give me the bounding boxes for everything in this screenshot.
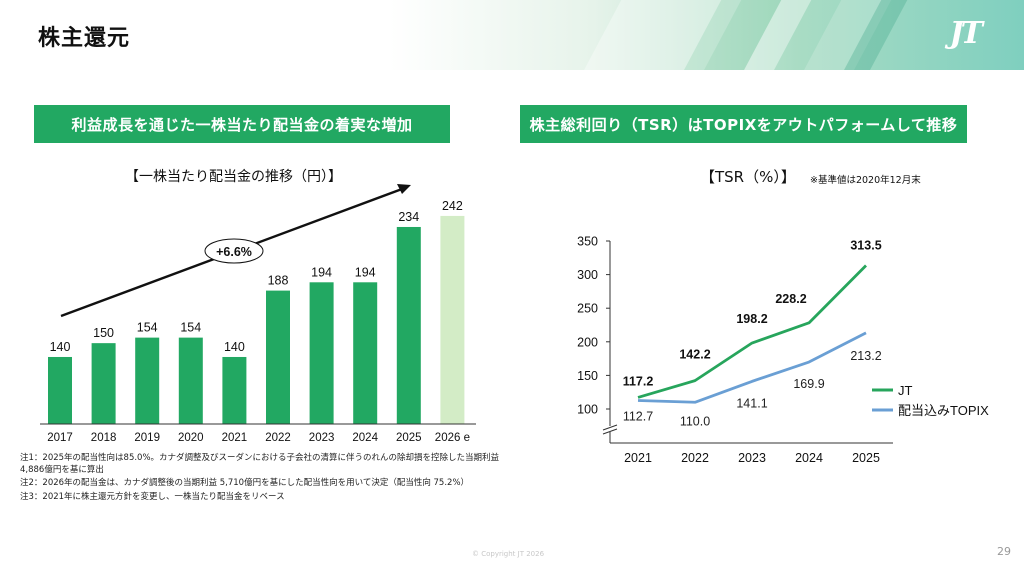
axis-break-mark — [602, 424, 618, 431]
bar-category-label: 2022 — [265, 432, 291, 444]
legend-jt-label: JT — [898, 383, 913, 398]
bar-2018 — [91, 343, 116, 424]
bar-2025 — [396, 226, 421, 424]
page-number: 29 — [997, 545, 1011, 558]
left-banner: 利益成長を通じた一株当たり配当金の着実な増加 — [34, 105, 450, 143]
y-tick-label: 250 — [577, 302, 598, 316]
bar-category-label: 2021 — [222, 432, 248, 444]
tsr-base-note: ※基準値は2020年12月末 — [810, 175, 921, 186]
x-tick-label: 2024 — [795, 451, 823, 465]
jt-data-label: 117.2 — [623, 374, 654, 388]
bar-category-label: 2020 — [178, 432, 204, 444]
bar-2019 — [135, 337, 160, 424]
jt-logo: JT — [949, 16, 982, 51]
y-tick-label: 200 — [577, 335, 598, 349]
footnote-3: 注3：2021年に株主還元方針を変更し、一株当たり配当金をリベース — [20, 491, 285, 502]
jt-data-label: 313.5 — [850, 239, 881, 253]
topix-data-label: 213.2 — [850, 349, 881, 363]
bar-category-label: 2023 — [309, 432, 335, 444]
bar-value-label: 140 — [50, 340, 71, 354]
bar-category-label: 2024 — [352, 432, 378, 444]
x-tick-label: 2025 — [852, 451, 880, 465]
topix-data-label: 112.7 — [623, 409, 653, 423]
bar-2017 — [48, 356, 72, 424]
footnote-2: 注2：2026年の配当金は、カナダ調整後の当期利益 5,710億円を基にした配当… — [20, 478, 470, 488]
topix-data-label: 169.9 — [793, 377, 824, 391]
bar-value-label: 188 — [268, 274, 289, 288]
bar-category-label: 2019 — [134, 432, 160, 444]
bar-value-label: 140 — [224, 340, 245, 354]
bar-category-label: 2025 — [396, 432, 422, 444]
slide-header: 株主還元 JT — [0, 0, 1024, 70]
bar-2020 — [178, 337, 203, 424]
bar-category-label: 2026 e — [435, 432, 470, 444]
jt-data-label: 142.2 — [679, 348, 710, 362]
growth-ellipse — [204, 238, 264, 264]
bar-2023 — [309, 282, 334, 424]
x-tick-label: 2021 — [624, 451, 652, 465]
topix-data-label: 110.0 — [680, 414, 710, 428]
x-tick-label: 2023 — [738, 451, 766, 465]
growth-arrow-head — [397, 184, 411, 194]
right-banner: 株主総利回り（TSR）はTOPIXをアウトパフォームして推移 — [520, 105, 967, 143]
bar-value-label: 154 — [180, 321, 201, 335]
dividend-chart-title: 【一株当たり配当金の推移（円）】 — [125, 169, 342, 185]
bar-category-label: 2017 — [47, 432, 73, 444]
y-tick-label: 100 — [577, 403, 598, 417]
topix-line — [637, 331, 867, 404]
bar-value-label: 194 — [311, 265, 332, 279]
jt-line — [637, 264, 867, 399]
bar-2021 — [222, 356, 247, 424]
x-tick-label: 2022 — [681, 451, 709, 465]
axis-break-mark — [602, 428, 618, 435]
bar-2026e — [440, 215, 465, 424]
bar-value-label: 150 — [93, 326, 114, 340]
y-tick-label: 350 — [577, 235, 598, 249]
footnotes: 注1：2025年の配当性向は85.0%。カナダ調整及びスーダンにおける子会社の清… — [20, 453, 510, 505]
topix-data-label: 141.1 — [736, 396, 767, 410]
bar-category-label: 2018 — [91, 432, 117, 444]
copyright: © Copyright JT 2026 — [472, 550, 545, 558]
jt-data-label: 198.2 — [736, 312, 767, 326]
footnote-1: 注1：2025年の配当性向は85.0%。カナダ調整及びスーダンにおける子会社の清… — [20, 453, 500, 475]
growth-label: +6.6% — [216, 245, 252, 259]
jt-data-label: 228.2 — [775, 292, 806, 306]
page-title: 株主還元 — [38, 26, 131, 51]
bar-value-label: 154 — [137, 321, 158, 335]
bar-2022 — [266, 290, 290, 424]
tsr-chart-title: 【TSR（%）】 — [700, 168, 796, 186]
bar-value-label: 194 — [355, 265, 376, 279]
y-tick-label: 150 — [577, 369, 598, 383]
bar-value-label: 234 — [398, 210, 419, 224]
bar-value-label: 242 — [442, 199, 463, 213]
bar-2024 — [353, 282, 378, 424]
y-tick-label: 300 — [577, 268, 598, 282]
legend-topix-label: 配当込みTOPIX — [898, 403, 989, 418]
